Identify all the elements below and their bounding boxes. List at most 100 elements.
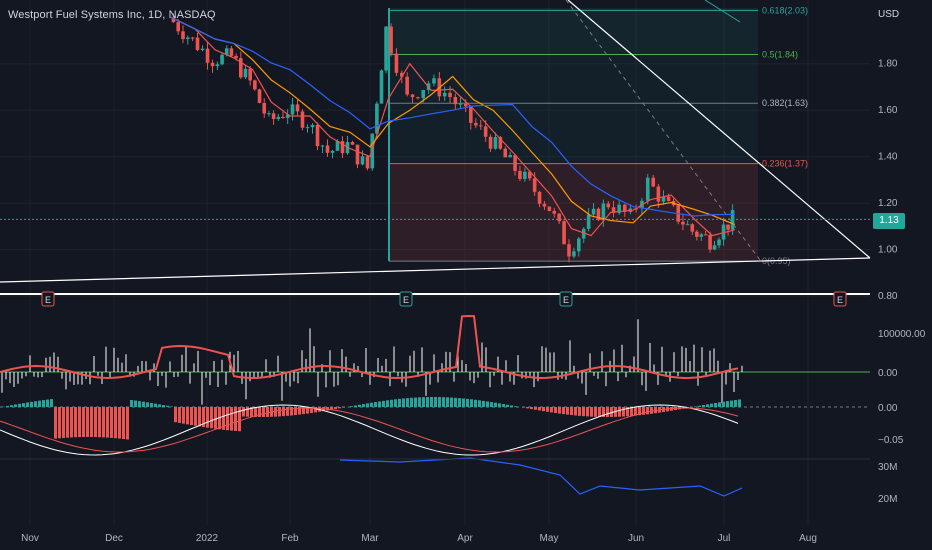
macd-histogram-bar bbox=[350, 406, 353, 407]
macd-histogram-bar bbox=[282, 407, 285, 417]
candle-body bbox=[508, 155, 512, 158]
macd-histogram-bar bbox=[274, 407, 277, 417]
macd-histogram-bar bbox=[142, 401, 145, 407]
macd-histogram-bar bbox=[314, 407, 317, 413]
macd-histogram-bar bbox=[482, 400, 485, 407]
macd-histogram-bar bbox=[246, 407, 249, 417]
fib-zone-green bbox=[389, 54, 758, 164]
macd-histogram-bar bbox=[590, 407, 593, 417]
candle-body bbox=[721, 224, 726, 240]
candle-body bbox=[611, 207, 616, 213]
macd-histogram-bar bbox=[618, 407, 621, 417]
price-axis[interactable]: 0.80 1.00 1.20 1.40 1.60 1.80 100000.00 0.00 0.0… bbox=[878, 59, 926, 505]
candle-body bbox=[365, 156, 370, 169]
time-tick-label: 2022 bbox=[196, 533, 219, 544]
macd-histogram-bar bbox=[206, 407, 209, 428]
support-trendline[interactable] bbox=[0, 257, 871, 283]
earnings-marker[interactable] bbox=[559, 291, 573, 307]
candle-body bbox=[285, 114, 290, 118]
candle-body bbox=[518, 170, 522, 180]
macd-histogram-bar bbox=[462, 398, 465, 407]
macd-histogram-bar bbox=[494, 402, 497, 407]
candle-body bbox=[281, 116, 285, 118]
macd-histogram-bar bbox=[14, 404, 17, 407]
candle-body bbox=[257, 89, 262, 103]
candle-body bbox=[483, 126, 488, 137]
macd-histogram-bar bbox=[610, 407, 613, 417]
time-tick-label: Aug bbox=[799, 533, 817, 544]
macd-histogram-bar bbox=[294, 407, 297, 416]
candle-body bbox=[200, 48, 205, 51]
candle-body bbox=[394, 53, 399, 73]
candle-body bbox=[498, 137, 503, 149]
volume-pane bbox=[0, 457, 870, 497]
time-tick-label: Mar bbox=[361, 533, 379, 544]
macd-histogram-bar bbox=[78, 407, 81, 438]
candle-body bbox=[410, 94, 415, 98]
earnings-marker[interactable] bbox=[399, 291, 413, 307]
macd-histogram-bar bbox=[414, 397, 417, 407]
macd-histogram-bar bbox=[230, 407, 233, 431]
macd-histogram-bar bbox=[286, 407, 289, 416]
channel-line[interactable] bbox=[704, 0, 741, 23]
candle-body bbox=[442, 92, 447, 97]
macd-histogram-bar bbox=[210, 407, 213, 429]
macd-histogram-bar bbox=[174, 407, 177, 423]
macd-histogram-bar bbox=[186, 407, 189, 425]
time-tick-label: May bbox=[540, 533, 559, 544]
time-tick-label: Apr bbox=[457, 533, 473, 544]
candle-body bbox=[591, 208, 596, 215]
macd-histogram-bar bbox=[622, 407, 625, 417]
earnings-marker[interactable] bbox=[41, 291, 55, 307]
candle-body bbox=[651, 177, 656, 187]
macd-histogram-bar bbox=[98, 407, 101, 438]
candle-body bbox=[656, 186, 661, 202]
candle-body bbox=[190, 37, 195, 39]
candle-body bbox=[726, 224, 730, 230]
macd-histogram-bar bbox=[522, 407, 525, 408]
macd-histogram-bar bbox=[170, 406, 173, 407]
resistance-trendline[interactable] bbox=[567, 0, 871, 259]
macd-histogram-bar bbox=[638, 407, 641, 416]
candle-body bbox=[248, 68, 252, 81]
candle-body bbox=[527, 171, 532, 179]
candle-body bbox=[224, 48, 229, 55]
fib-level-label: 0.5(1.84) bbox=[762, 49, 798, 59]
candle-body bbox=[276, 116, 281, 119]
macd-histogram-bar bbox=[534, 407, 537, 410]
trend-lines[interactable] bbox=[0, 0, 871, 295]
fib-level-label: 0.236(1.37) bbox=[762, 159, 808, 169]
candle-body bbox=[234, 55, 238, 59]
macd-histogram-bar bbox=[478, 400, 481, 407]
macd-histogram-bar bbox=[634, 407, 637, 416]
macd-histogram-bar bbox=[630, 407, 633, 416]
macd-histogram-bar bbox=[718, 402, 721, 407]
macd-histogram-bar bbox=[542, 407, 545, 412]
candlestick-series bbox=[171, 13, 735, 263]
macd-histogram-bar bbox=[626, 407, 629, 417]
candle-body bbox=[708, 234, 712, 250]
earnings-marker-label: E bbox=[45, 295, 51, 305]
candle-body bbox=[681, 221, 685, 225]
candle-body bbox=[399, 72, 404, 77]
earnings-marker[interactable] bbox=[833, 291, 847, 307]
macd-histogram-bar bbox=[550, 407, 553, 413]
candle-body bbox=[606, 203, 611, 208]
macd-histogram-bar bbox=[150, 402, 153, 407]
macd-histogram-bar bbox=[530, 407, 533, 410]
macd-histogram-bar bbox=[554, 407, 557, 414]
macd-histogram-bar bbox=[338, 407, 341, 409]
candle-body bbox=[617, 204, 621, 213]
candle-body bbox=[552, 210, 557, 214]
macd-histogram-bar bbox=[22, 403, 25, 407]
macd-histogram-bar bbox=[154, 403, 157, 407]
macd-histogram-bar bbox=[438, 397, 441, 407]
time-tick-label: Jun bbox=[628, 533, 644, 544]
macd-histogram-bar bbox=[454, 397, 457, 407]
candle-body bbox=[703, 234, 708, 236]
macd-histogram-bar bbox=[578, 407, 581, 416]
macd-histogram-bar bbox=[138, 401, 141, 407]
time-axis[interactable]: Nov Dec 2022 Feb Mar Apr May Jun Jul Aug bbox=[21, 533, 817, 544]
